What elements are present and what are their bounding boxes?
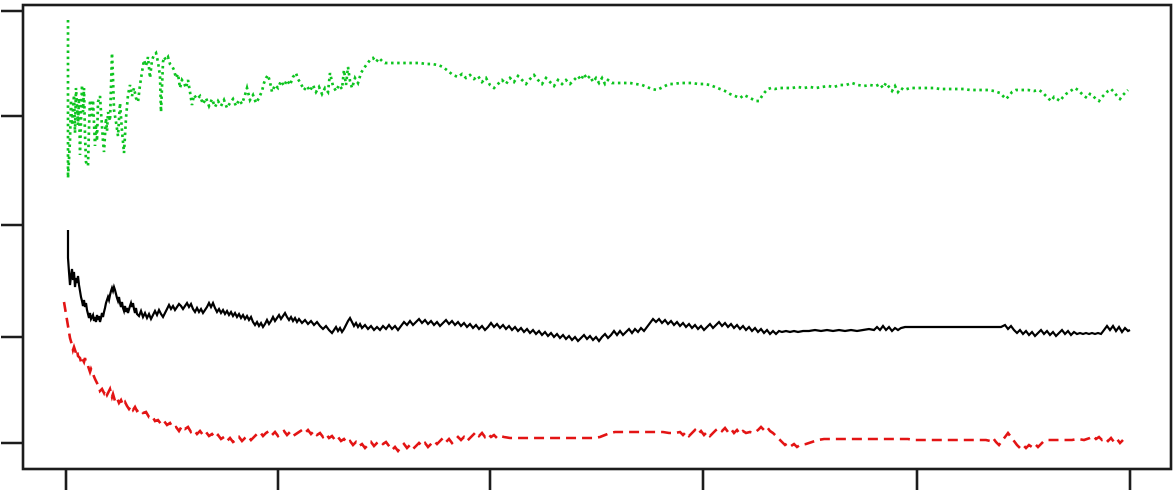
black-solid-middle-line	[66, 230, 1131, 343]
green-dotted-upper-line	[66, 20, 1129, 179]
plot-box	[21, 3, 1173, 471]
red-dashed-lower-line	[62, 301, 1124, 454]
